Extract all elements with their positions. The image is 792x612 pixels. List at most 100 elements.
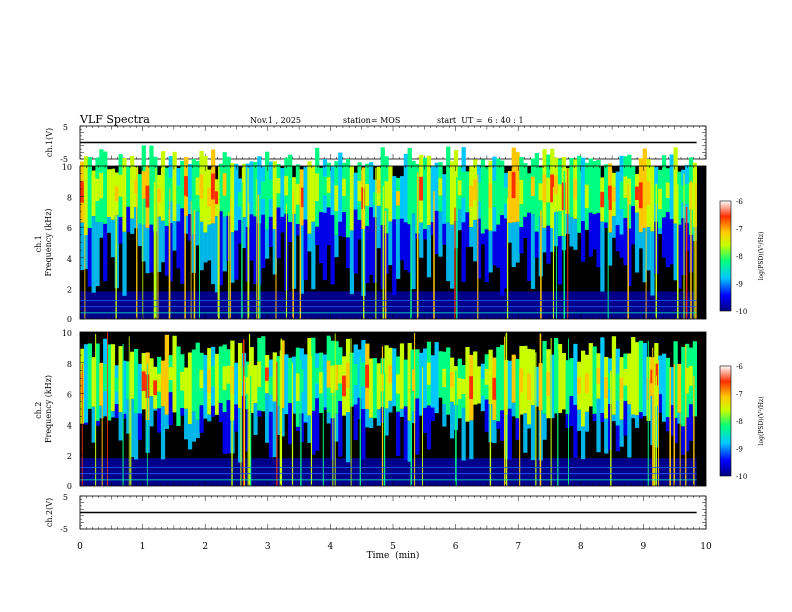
ch1-ytick-6: 6 xyxy=(67,224,72,233)
spectrogram-cell xyxy=(164,226,170,276)
spectrogram-cell xyxy=(253,216,258,284)
spectrogram-cell xyxy=(596,212,601,268)
spectrogram-cell xyxy=(557,344,563,413)
spectrogram-cell xyxy=(295,426,301,431)
spectrogram-cell xyxy=(226,400,231,454)
spectrogram-cell xyxy=(318,167,324,213)
spectrogram-cell xyxy=(80,222,85,271)
spectrogram-cell xyxy=(349,230,355,295)
spectrogram-cell xyxy=(369,417,374,429)
spectrogram-cell xyxy=(103,363,108,392)
spectrogram-cell xyxy=(130,398,135,458)
spectrogram-cell xyxy=(130,218,135,234)
spectrogram-cell xyxy=(149,396,154,427)
spectrogram-cell xyxy=(449,161,455,225)
spectrogram-cell xyxy=(507,360,513,409)
spectrogram-cell xyxy=(430,355,435,408)
spectrogram-cell xyxy=(234,362,239,405)
ch2-cbar-tick-8: -8 xyxy=(736,418,743,426)
spectrogram-cell xyxy=(211,223,216,285)
spectrogram-cell xyxy=(322,212,328,281)
spectrogram-cell xyxy=(288,403,293,445)
spectrogram-cell xyxy=(422,157,428,230)
chart-title: VLF Spectra xyxy=(79,113,150,126)
spectrogram-cell xyxy=(99,172,104,199)
spectrogram-cell xyxy=(573,178,578,200)
spectrogram-cell xyxy=(334,235,339,258)
spectrogram-cell xyxy=(199,369,204,389)
spectrogram-cell xyxy=(665,182,671,198)
spectrogram-cell xyxy=(365,364,370,388)
spectrogram-cell xyxy=(600,337,605,414)
ch1-waveform-ytick-top: 5 xyxy=(63,123,68,132)
spectrogram-cell xyxy=(276,356,281,407)
spectrogram-cell xyxy=(554,337,559,414)
spectrogram-cell xyxy=(392,176,397,220)
ch2-waveform-panel: 5 -5 ch.2(V) xyxy=(45,493,707,534)
spectrogram-cell xyxy=(106,169,112,218)
spectrogram-cell xyxy=(569,157,574,218)
spectrogram-cell xyxy=(238,407,243,463)
spectrogram-cell xyxy=(607,373,613,390)
spectrogram-cell xyxy=(557,184,563,212)
spectrogram-cell xyxy=(580,157,586,221)
spectrogram-cell xyxy=(95,420,100,426)
spectrogram-cell xyxy=(430,184,435,204)
spectrogram-cell xyxy=(288,154,293,223)
spectrogram-cell xyxy=(611,414,617,422)
spectrogram-cell xyxy=(392,348,397,407)
spectrogram-cell xyxy=(83,422,89,425)
spectrogram-cell xyxy=(365,226,370,284)
spectrogram-cell xyxy=(569,217,574,247)
spectrogram-cell xyxy=(342,178,347,197)
ch1-spectrogram-ylabel: ch.1 Frequency (kHz) xyxy=(34,208,53,276)
spectrogram-cell xyxy=(523,413,528,453)
spectrogram-cell xyxy=(573,343,578,405)
spectrogram-cell xyxy=(503,218,509,289)
spectrogram-cell xyxy=(357,397,362,420)
spectrogram-cell xyxy=(326,207,331,246)
spectrogram-cell xyxy=(638,182,644,209)
spectrogram-cell xyxy=(642,342,647,417)
ch1-cbar-tick-7: -7 xyxy=(736,226,743,234)
spectrogram-cell xyxy=(126,361,131,400)
spectrogram-cell xyxy=(338,400,343,457)
spectrogram-cell xyxy=(195,342,200,420)
spectrogram-cell xyxy=(353,209,358,274)
spectrogram-cell xyxy=(627,353,632,405)
spectrogram-cell xyxy=(407,420,412,462)
spectrogram-cell xyxy=(268,216,274,247)
spectrogram-cell xyxy=(222,366,227,391)
spectrogram-cell xyxy=(596,367,601,384)
spectrogram-cell xyxy=(118,174,123,197)
spectrogram-cell xyxy=(238,191,243,207)
spectrogram-cell xyxy=(291,177,297,215)
spectrogram-cell xyxy=(272,161,277,230)
spectrogram-cell xyxy=(157,408,162,433)
spectrogram-cell xyxy=(619,419,624,447)
spectrogram-cell xyxy=(461,378,466,394)
spectrogram-cell xyxy=(469,376,474,400)
spectrogram-cell xyxy=(623,217,628,266)
ch1-ytick-0: 0 xyxy=(67,315,72,324)
spectrogram-cell xyxy=(184,176,189,197)
ch2-colorbar: -6 -7 -8 -9 -10 log(PSD)(V²/Hz) xyxy=(719,363,765,481)
spectrogram-cell xyxy=(338,364,343,384)
station-label: station= MOS xyxy=(343,116,400,125)
spectrogram-cell xyxy=(619,234,624,258)
spectrogram-cell xyxy=(449,224,455,289)
spectrogram-cell xyxy=(453,149,459,222)
spectrogram-cell xyxy=(384,181,389,209)
spectrogram-cell xyxy=(99,405,104,419)
spectrogram-cell xyxy=(638,412,644,419)
ch1-ytick-8: 8 xyxy=(67,194,72,203)
spectrogram-cell xyxy=(519,368,524,393)
spectrogram-cell xyxy=(311,337,316,411)
spectrogram-cell xyxy=(442,174,447,224)
spectrogram-cell xyxy=(349,352,355,407)
spectrogram-cell xyxy=(168,223,173,282)
spectrogram-cell xyxy=(592,160,597,215)
spectrogram-cell xyxy=(434,210,439,255)
spectrogram-cell xyxy=(303,219,308,281)
spectrogram-cell xyxy=(122,413,127,419)
